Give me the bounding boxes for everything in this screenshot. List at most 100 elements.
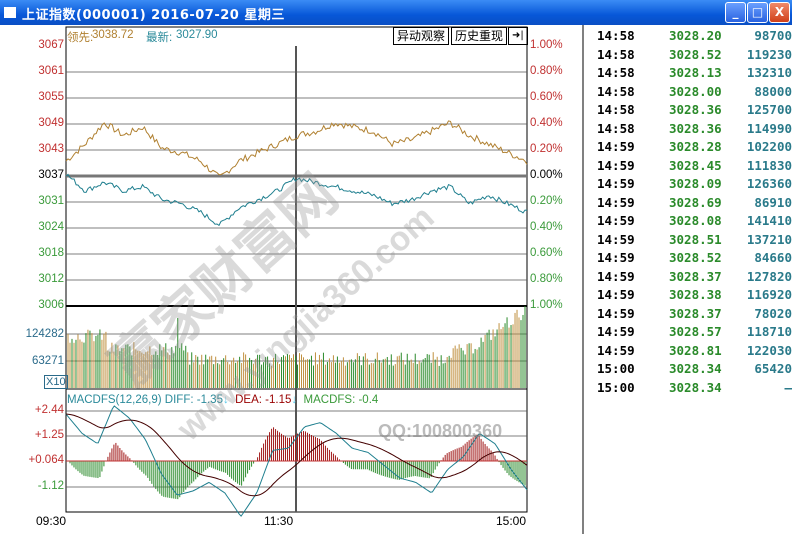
tick-volume: 126360 [746, 176, 792, 191]
price-axis-label: 3006 [38, 299, 64, 311]
macd-axis-label: +2.44 [34, 404, 64, 416]
tick-price: 3028.09 [669, 176, 722, 191]
tick-price: 3028.37 [669, 305, 722, 321]
tick-price: 3028.28 [669, 139, 722, 154]
tick-volume: 141410 [746, 213, 792, 228]
tick-time: 14:59 [597, 194, 635, 210]
price-axis-label: 3043 [38, 143, 64, 155]
volume-unit: X10 [44, 375, 68, 389]
window-title: 上证指数(000001) 2016-07-20 星期三 [22, 8, 285, 23]
minimize-button[interactable]: _ [725, 2, 746, 23]
percent-axis-label: 1.00% [530, 299, 563, 311]
tick-row: 14:59 3028.52 84660 [597, 250, 792, 268]
diff-value: -1.35 [196, 394, 223, 406]
tick-time: 14:59 [597, 213, 635, 228]
macd-title: MACDFS(12,26,9) DIFF: -1.35↓ DEA: -1.15↓… [67, 394, 378, 406]
time-label-midday: 11:30 [264, 514, 294, 528]
tick-time: 14:58 [597, 46, 635, 62]
percent-axis-label: 0.40% [530, 117, 563, 129]
tick-time: 14:59 [597, 231, 635, 247]
tick-price: 3028.69 [669, 194, 722, 210]
price-axis-label: 3037 [38, 169, 64, 181]
tick-price: 3028.13 [669, 65, 722, 80]
down-arrow-icon: ↓ [222, 394, 229, 406]
tick-volume: 125700 [746, 102, 792, 117]
macd-name: MACDFS(12,26,9) [67, 394, 162, 406]
tick-price: 3028.57 [669, 324, 722, 339]
macd-axis-label: +0.064 [28, 454, 65, 466]
tick-volume: 122030 [746, 342, 792, 358]
tick-time: 14:59 [597, 324, 635, 339]
volume-axis-top: 124282 [25, 328, 64, 340]
price-axis-label: 3061 [38, 65, 64, 77]
tick-price: 3028.37 [669, 268, 722, 284]
tick-row: 14:59 3028.51 137210 [597, 232, 792, 250]
down-arrow-icon: ↓ [291, 394, 298, 406]
latest-label: 最新: [146, 32, 173, 44]
macd-axis-label: -1.12 [37, 480, 64, 492]
tick-row: 14:59 3028.28 102200 [597, 139, 792, 157]
tick-row: 14:58 3028.36 125700 [597, 102, 792, 120]
tick-row: 15:00 3028.34 — [597, 380, 792, 398]
lead-value: 3038.72 [92, 29, 134, 41]
tick-volume: 114990 [746, 120, 792, 136]
tick-time: 14:59 [597, 176, 635, 191]
abnormal-watch-button[interactable]: 异动观察 [393, 27, 450, 45]
latest-value: 3027.90 [176, 29, 218, 41]
tick-price: 3028.34 [669, 379, 722, 395]
tick-row: 14:59 3028.45 111830 [597, 158, 792, 176]
tick-row: 14:59 3028.81 122030 [597, 343, 792, 361]
time-label-close: 15:00 [496, 514, 527, 528]
tick-volume: 111830 [746, 157, 792, 173]
percent-axis-label: 0.60% [530, 91, 563, 103]
tick-volume: 98700 [754, 28, 792, 43]
price-axis-label: 3031 [38, 195, 64, 207]
percent-axis-label: 0.80% [530, 65, 563, 77]
tick-volume: 65420 [754, 361, 792, 376]
percent-axis-label: 0.20% [530, 143, 563, 155]
price-axis-label: 3055 [38, 91, 64, 103]
dea-value: -1.15 [265, 394, 292, 406]
macd-axis-label: +1.25 [34, 429, 64, 441]
percent-axis-label: 0.20% [530, 195, 563, 207]
macdfs-label: MACDFS: [303, 394, 356, 406]
close-button[interactable]: X [769, 2, 790, 23]
tick-price: 3028.81 [669, 342, 722, 358]
tick-volume: 127820 [746, 268, 792, 284]
tick-price: 3028.00 [669, 83, 722, 99]
title-bar: 上证指数(000001) 2016-07-20 星期三 _ □ X [0, 0, 792, 25]
tick-time: 14:59 [597, 287, 635, 302]
price-axis-label: 3067 [38, 39, 64, 51]
tick-row: 15:00 3028.34 65420 [597, 361, 792, 379]
tick-price: 3028.36 [669, 120, 722, 136]
tick-time: 14:59 [597, 342, 635, 358]
tick-time: 14:58 [597, 65, 635, 80]
maximize-button[interactable]: □ [747, 2, 768, 23]
window-icon [4, 7, 16, 18]
percent-axis-label: 0.80% [530, 273, 563, 285]
tick-row: 14:59 3028.37 127820 [597, 269, 792, 287]
expand-arrow-button[interactable]: ➜| [508, 27, 528, 45]
volume-axis-mid: 63271 [32, 355, 64, 367]
price-axis-label: 3018 [38, 247, 64, 259]
watermark-qq: QQ:100800360 [378, 421, 503, 441]
diff-label: DIFF: [164, 394, 194, 406]
tick-time: 14:59 [597, 157, 635, 173]
tick-time: 14:58 [597, 120, 635, 136]
tick-time: 14:58 [597, 83, 635, 99]
tick-price: 3028.20 [669, 28, 722, 43]
tick-row: 14:59 3028.08 141410 [597, 213, 792, 231]
watermark-text: 赢家财富网 [98, 162, 349, 397]
tick-row: 14:59 3028.69 86910 [597, 195, 792, 213]
tick-row: 14:59 3028.37 78020 [597, 306, 792, 324]
tick-volume: 102200 [746, 139, 792, 154]
tick-volume: 118710 [746, 324, 792, 339]
macdfs-value: -0.4 [358, 394, 379, 406]
percent-axis-label: 0.00% [530, 169, 563, 181]
tick-time: 14:59 [597, 305, 635, 321]
history-replay-button[interactable]: 历史重现 [451, 27, 508, 45]
price-axis-label: 3049 [38, 117, 64, 129]
tick-time: 14:58 [597, 28, 635, 43]
tick-price: 3028.52 [669, 250, 722, 265]
tick-price: 3028.08 [669, 213, 722, 228]
